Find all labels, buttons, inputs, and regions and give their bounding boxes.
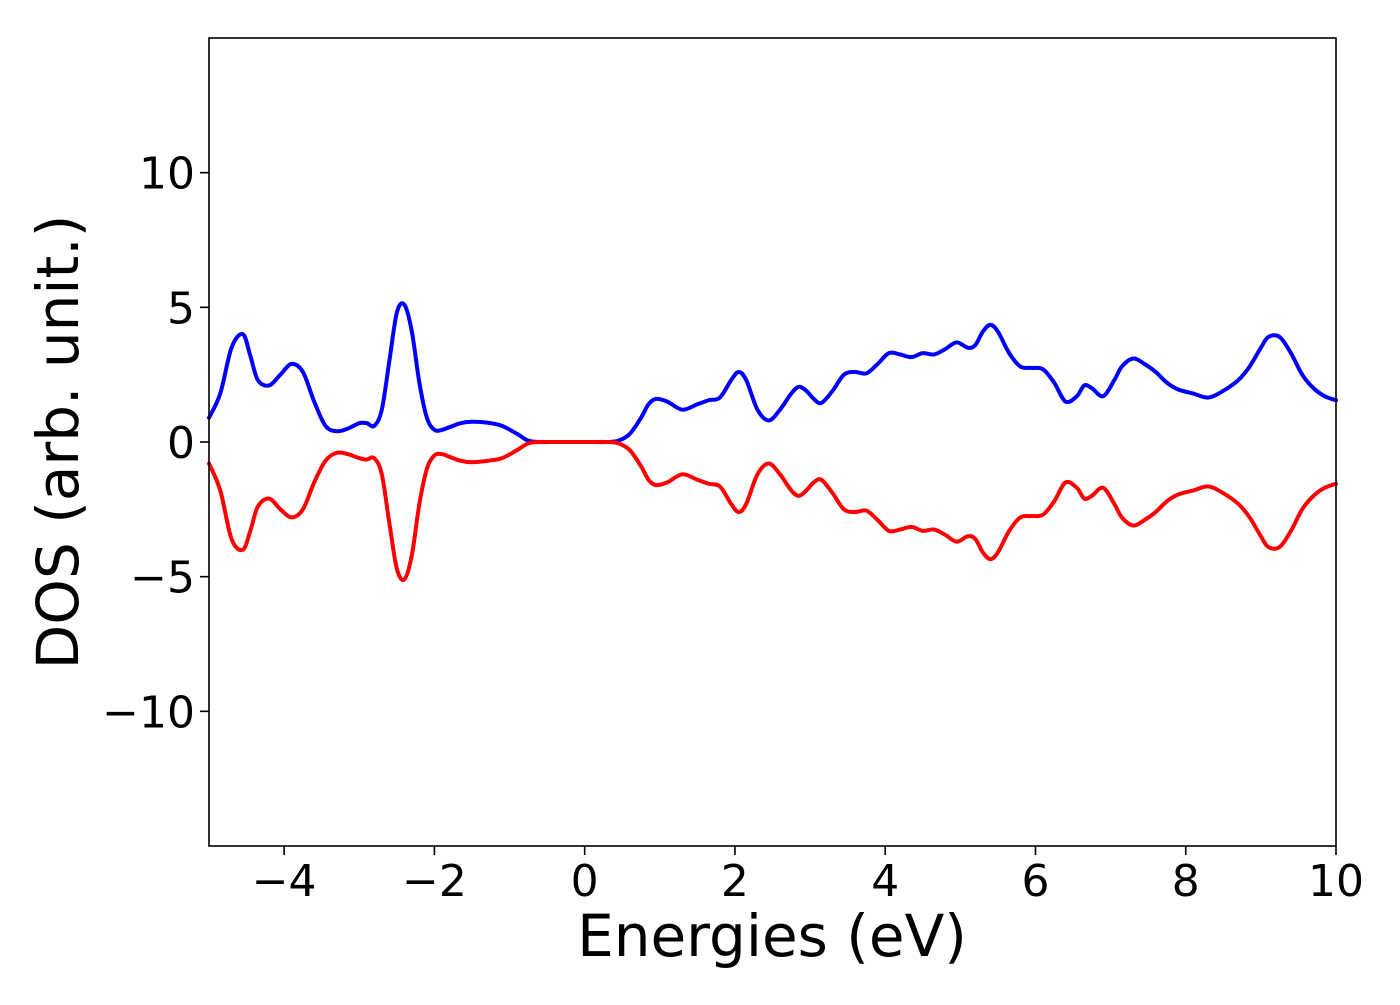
y-axis: −10 −5 0 5 10 <box>102 149 209 738</box>
x-tick-label: 0 <box>571 856 599 907</box>
y-tick-label: −5 <box>130 553 195 604</box>
x-axis: −4 −2 0 2 4 6 8 10 <box>252 846 1364 907</box>
y-axis-title: DOS (arb. unit.) <box>24 215 92 670</box>
x-tick-label: 10 <box>1308 856 1364 907</box>
x-tick-label: 2 <box>721 856 749 907</box>
series-line-spin-up <box>207 301 1338 445</box>
series-layer <box>207 301 1338 582</box>
y-tick-label: 5 <box>167 283 195 334</box>
x-tick-label: 4 <box>871 856 899 907</box>
y-tick-label: 10 <box>139 149 195 200</box>
x-axis-title: Energies (eV) <box>577 902 967 970</box>
y-tick-label: 0 <box>167 418 195 469</box>
x-tick-label: 8 <box>1172 856 1200 907</box>
x-tick-label: 6 <box>1021 856 1049 907</box>
series-line-spin-down <box>207 439 1338 582</box>
y-tick-label: −10 <box>102 687 195 738</box>
x-tick-label: −2 <box>402 856 467 907</box>
x-tick-label: −4 <box>252 856 317 907</box>
